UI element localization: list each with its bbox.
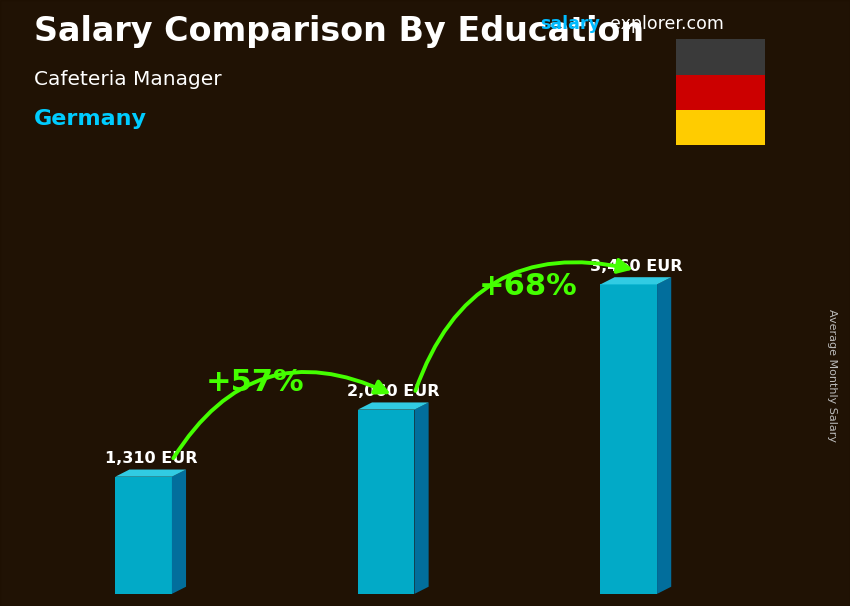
Polygon shape (600, 284, 657, 594)
Text: 3,460 EUR: 3,460 EUR (590, 259, 682, 274)
Polygon shape (172, 470, 186, 594)
Text: +57%: +57% (206, 368, 304, 398)
Polygon shape (358, 410, 415, 594)
Text: +68%: +68% (479, 271, 577, 301)
Text: Salary Comparison By Education: Salary Comparison By Education (34, 15, 644, 48)
Polygon shape (415, 402, 428, 594)
Text: 2,060 EUR: 2,060 EUR (347, 384, 439, 399)
Polygon shape (600, 277, 672, 284)
Text: Germany: Germany (34, 109, 147, 129)
Polygon shape (116, 470, 186, 477)
Text: salary: salary (540, 15, 599, 33)
Bar (676, 75, 765, 110)
Polygon shape (657, 277, 672, 594)
Bar (676, 110, 765, 145)
Text: Average Monthly Salary: Average Monthly Salary (827, 309, 837, 442)
Text: 1,310 EUR: 1,310 EUR (105, 451, 198, 466)
Text: Cafeteria Manager: Cafeteria Manager (34, 70, 222, 88)
Polygon shape (116, 477, 172, 594)
Polygon shape (358, 402, 428, 410)
Text: explorer.com: explorer.com (610, 15, 724, 33)
Bar (676, 39, 765, 75)
